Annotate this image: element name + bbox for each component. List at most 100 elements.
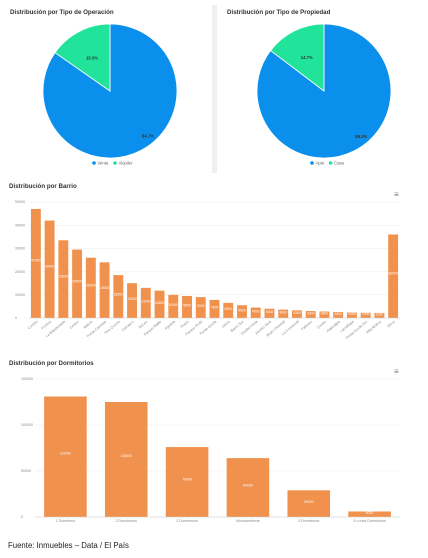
bar[interactable]: [182, 295, 192, 318]
bar[interactable]: [250, 307, 261, 318]
bar[interactable]: [165, 447, 209, 517]
bar-value-label: 42000: [45, 264, 55, 268]
x-tick-label: Cordón: [27, 320, 39, 331]
bar-value-label: 11800: [155, 301, 164, 305]
bar[interactable]: [237, 305, 247, 318]
bar-value-label: 13000: [141, 299, 151, 303]
bar[interactable]: [44, 220, 55, 318]
bar[interactable]: [195, 297, 206, 318]
bar[interactable]: [44, 396, 87, 517]
bar[interactable]: [113, 275, 124, 318]
bar-value-label: 29500: [72, 279, 82, 283]
bar[interactable]: [140, 287, 151, 318]
x-tick-label: 3 Dormitorios: [176, 519, 198, 523]
bar-value-label: 5500: [238, 308, 246, 312]
pie-panel-operacion: Distribución por Tipo de Operación 84.7%…: [5, 5, 210, 175]
bar-value-label: 9500: [183, 304, 191, 308]
bar-value-label: 7800: [211, 306, 219, 310]
y-tick-label: 150000: [21, 377, 33, 381]
bar-chart-barrio: 50000 40000 30000 20000 10000 0 47000 Cordón 420…: [15, 200, 400, 340]
pie-label-casa: 14.7%: [301, 55, 313, 60]
bar[interactable]: [360, 312, 371, 318]
pie-title-propiedad: Distribución por Tipo de Propiedad: [227, 9, 331, 16]
y-tick-label: 0: [21, 515, 23, 519]
pie-chart-propiedad: 85.3% 14.7% Apto Casa: [256, 23, 392, 166]
bar[interactable]: [226, 458, 270, 517]
bar[interactable]: [348, 511, 391, 517]
bar[interactable]: [85, 257, 96, 318]
hamburger-menu-icon[interactable]: ≡: [394, 367, 399, 376]
bar[interactable]: [287, 490, 331, 517]
panel-divider: [212, 5, 217, 173]
x-tick-label: Buceo: [138, 320, 148, 330]
y-tick-label: 50000: [21, 469, 31, 473]
bar[interactable]: [223, 302, 234, 318]
bar[interactable]: [305, 311, 316, 318]
bar[interactable]: [127, 283, 138, 318]
x-tick-label: 4 Dormitorios: [298, 519, 320, 523]
pie-panel-propiedad: Distribución por Tipo de Propiedad 85.3%…: [219, 5, 424, 175]
bar-value-label: 2800: [321, 312, 329, 316]
bar-value-label: 64000: [243, 483, 253, 487]
x-tick-label: Carrasco: [121, 320, 135, 332]
bar-panel-dormitorios: Distribución por Dormitorios ≡ 150000 100…: [0, 355, 428, 533]
bar-value-label: 26000: [86, 284, 96, 288]
bar[interactable]: [319, 311, 330, 318]
bar-value-label: 2200: [376, 312, 384, 316]
x-tick-label: Atahualpa: [326, 320, 341, 333]
pie-slice-casa[interactable]: [269, 23, 325, 92]
bar[interactable]: [104, 402, 148, 517]
bar-value-label: 6000: [366, 511, 374, 515]
bar[interactable]: [154, 290, 165, 318]
bar-value-label: 2600: [334, 312, 342, 316]
bar-value-label: 4000: [266, 310, 274, 314]
bar[interactable]: [264, 308, 275, 318]
bar-value-label: 76000: [182, 478, 192, 482]
legend-marker-alquiler: [113, 161, 117, 165]
y-tick-label: 0: [15, 316, 17, 320]
bar[interactable]: [291, 310, 302, 318]
bar[interactable]: [72, 249, 83, 318]
bar-value-label: 131000: [60, 451, 71, 455]
bar-value-label: 125000: [121, 454, 132, 458]
bar-value-label: 47000: [31, 258, 41, 262]
bar-value-label: 15000: [127, 297, 137, 301]
x-tick-label: Otros: [386, 320, 395, 329]
legend-item-apto[interactable]: Apto: [316, 161, 325, 166]
bar-chart-dormitorios: 150000 100000 50000 0 131000 1 Dormitorio 1250…: [21, 377, 400, 523]
pie-slice-alquiler[interactable]: [54, 23, 111, 92]
y-tick-label: 100000: [21, 423, 33, 427]
bar-value-label: 4500: [252, 310, 260, 314]
bar-panel-barrio: Distribución por Barrio ≡ 50000 40000 3000…: [0, 178, 428, 350]
pie-label-apto: 85.3%: [355, 134, 367, 139]
source-footer: Fuente: Inmuebles – Data / El País: [8, 541, 129, 550]
x-tick-label: Palermo: [300, 320, 313, 332]
bar[interactable]: [99, 262, 110, 318]
legend-marker-casa: [328, 161, 333, 165]
bar[interactable]: [388, 234, 399, 318]
pie-label-venta: 84.7%: [142, 133, 154, 138]
bar[interactable]: [30, 208, 41, 318]
x-tick-label: Prado: [180, 320, 190, 329]
bar-value-label: 18500: [114, 293, 124, 297]
x-tick-label: Pocitos: [41, 320, 53, 331]
y-tick-label: 10000: [15, 293, 25, 297]
bar[interactable]: [374, 312, 385, 318]
hamburger-menu-icon[interactable]: ≡: [394, 190, 399, 199]
y-tick-label: 30000: [15, 247, 25, 251]
bar[interactable]: [333, 311, 344, 318]
legend-item-casa[interactable]: Casa: [334, 161, 344, 166]
x-tick-label: Cerrito: [316, 320, 327, 330]
bar[interactable]: [278, 309, 289, 318]
bar-value-label: 10000: [169, 303, 179, 307]
legend-item-venta[interactable]: Venta: [98, 161, 109, 166]
pie-label-alquiler: 15.3%: [86, 56, 98, 61]
bar-value-label: 33500: [59, 275, 69, 279]
bar[interactable]: [168, 294, 179, 318]
bar-value-label: 6500: [224, 307, 232, 311]
legend-item-alquiler[interactable]: Alquiler: [119, 161, 134, 166]
bar[interactable]: [346, 312, 357, 318]
bar[interactable]: [58, 240, 69, 318]
bar[interactable]: [209, 299, 220, 318]
y-tick-label: 20000: [15, 270, 25, 274]
